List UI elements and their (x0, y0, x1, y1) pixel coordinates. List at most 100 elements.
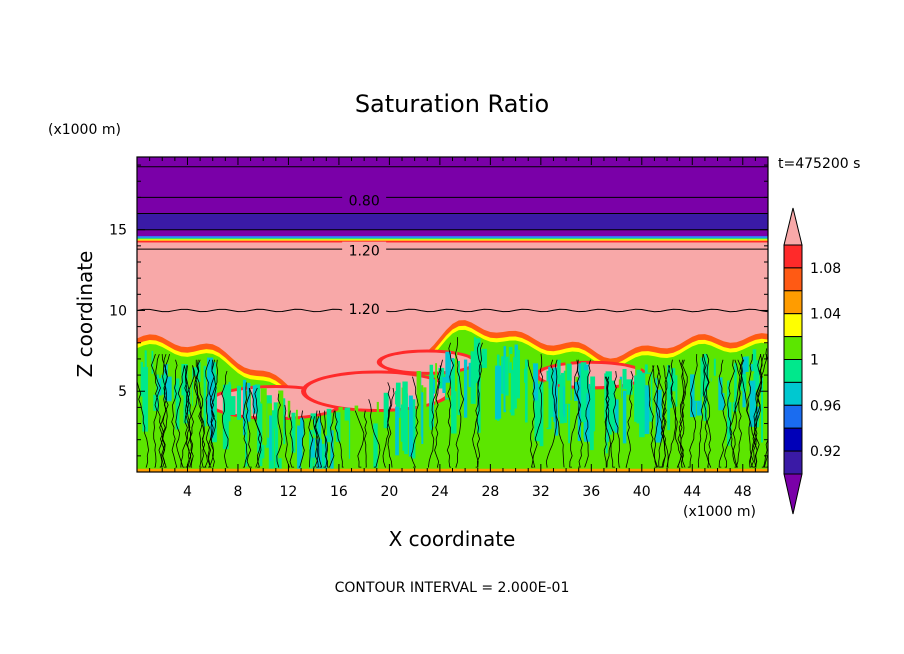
contour-line (410, 376, 419, 468)
plume (175, 378, 180, 430)
plume (228, 381, 231, 422)
contour-label: 0.80 (349, 194, 380, 210)
plume (486, 344, 490, 376)
colorbar-top-triangle (783, 207, 803, 246)
contour-line (612, 370, 621, 468)
x-axis-label: X coordinate (389, 527, 516, 551)
plume (694, 353, 701, 401)
contour-line (427, 365, 442, 468)
contour-label: 1.20 (349, 244, 380, 260)
band-purple-low (137, 229, 768, 237)
contour-line (315, 410, 323, 468)
contour-line (680, 359, 686, 468)
contour-line (677, 359, 685, 468)
plume (524, 359, 529, 423)
plume (618, 379, 622, 402)
contour-line (254, 387, 261, 468)
plume (198, 362, 201, 382)
plume (252, 385, 257, 414)
contour-line (732, 359, 741, 468)
contour-line (576, 359, 583, 468)
x-tick-label: 16 (330, 484, 348, 500)
colorbar-box (783, 427, 803, 452)
colorbar-box (783, 381, 803, 406)
plume (295, 409, 298, 461)
contour-line (603, 376, 609, 468)
contour-line (189, 365, 199, 468)
contour-line (659, 365, 668, 468)
plume (690, 374, 696, 418)
plume (247, 382, 251, 422)
contour-line (210, 359, 217, 468)
plume (376, 401, 379, 456)
plume (165, 376, 172, 402)
colorbar-box (783, 313, 803, 338)
colorbar: 1.08 1.04 1 0.96 0.92 (783, 207, 841, 515)
plume (278, 390, 284, 459)
contour-line (298, 410, 306, 468)
contour-line (289, 410, 295, 468)
plume (318, 417, 321, 434)
plume (644, 364, 648, 381)
colorbar-box (783, 450, 803, 475)
colorbar-label: 1 (810, 353, 819, 369)
plume (634, 375, 640, 422)
plume (300, 417, 304, 437)
contour-line (550, 359, 565, 468)
plume (395, 406, 399, 456)
transition-stripe (137, 239, 768, 241)
contour-line (245, 387, 252, 468)
plume (708, 363, 714, 378)
x-tick-label: 36 (582, 484, 600, 500)
plume (544, 381, 549, 428)
contour-line (475, 342, 483, 468)
contour-line (387, 382, 393, 468)
plume (761, 377, 764, 443)
contour-line (729, 359, 742, 468)
plume (559, 374, 564, 418)
plume (700, 357, 705, 397)
contour-line (434, 359, 443, 468)
plume (475, 364, 478, 418)
plume (749, 380, 756, 427)
y-tick-label: 5 (118, 384, 127, 400)
plume (150, 350, 154, 374)
plume (332, 431, 338, 459)
x-tick-label: 8 (233, 484, 242, 500)
contour-line (753, 353, 762, 468)
plume (510, 369, 515, 416)
transition-stripe (137, 241, 768, 243)
contour-line (312, 416, 320, 468)
plume (610, 380, 616, 431)
contour-line (545, 359, 558, 468)
colorbar-label: 0.96 (810, 398, 841, 414)
plume (408, 395, 413, 457)
plume (732, 362, 737, 412)
x-tick-label: 40 (633, 484, 651, 500)
contour-label-bg (342, 191, 387, 208)
contour-line (605, 376, 615, 468)
contour-line (208, 359, 219, 468)
plume (246, 402, 251, 442)
plume (353, 417, 358, 451)
colorbar-bottom-triangle (783, 473, 803, 515)
plume (655, 377, 662, 443)
plume (706, 363, 709, 390)
plume (192, 376, 197, 414)
contour-line (363, 410, 367, 468)
plume (583, 370, 589, 394)
plume (590, 376, 596, 432)
colorbar-box (783, 404, 803, 429)
plume (245, 402, 248, 467)
contour-line (180, 365, 192, 468)
plume (528, 363, 533, 418)
contour-field (137, 157, 768, 472)
plume (463, 359, 468, 418)
plume (435, 363, 438, 418)
plume (481, 348, 487, 369)
plume (344, 420, 349, 469)
chart-title: Saturation Ratio (355, 90, 549, 118)
plume (429, 364, 434, 430)
contour-line (666, 365, 676, 468)
